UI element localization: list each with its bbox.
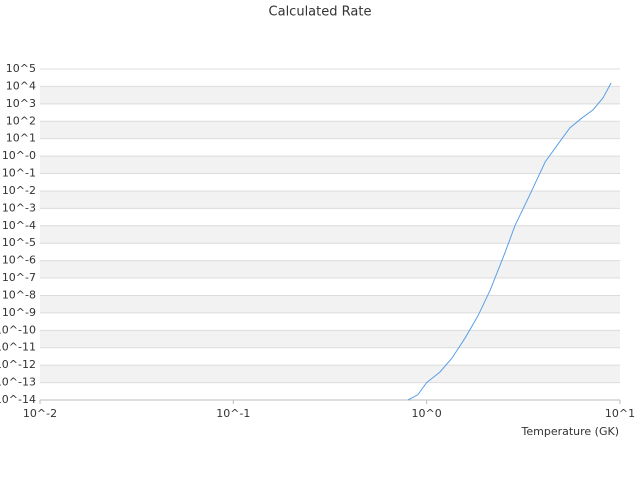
grid-band: [40, 330, 620, 348]
y-tick-label: 10^3: [6, 97, 36, 110]
y-tick-label: 10^-8: [2, 288, 36, 301]
grid-band: [40, 190, 620, 209]
y-tick-label: 10^5: [6, 62, 36, 75]
y-tick-label: 10^-2: [2, 184, 36, 197]
y-tick-label: 10^-14: [0, 393, 36, 406]
y-tick-label: 10^-11: [0, 341, 36, 354]
grid-band: [40, 225, 620, 244]
grid-band: [40, 295, 620, 313]
y-tick-label: 10^-5: [2, 236, 36, 249]
y-tick-label: 10^-1: [2, 167, 36, 180]
y-tick-label: 10^-9: [2, 306, 36, 319]
x-tick-label: 10^-1: [216, 407, 250, 420]
grid-band: [40, 86, 620, 104]
y-tick-label: 10^-6: [2, 254, 36, 267]
y-tick-label: 10^-3: [2, 201, 36, 214]
data-line: [407, 82, 612, 401]
y-tick-label: 10^-0: [2, 149, 36, 162]
x-axis-label: Temperature (GK): [521, 425, 620, 438]
y-tick-label: 10^-4: [2, 219, 36, 232]
x-tick-label: 10^0: [412, 407, 442, 420]
x-tick-label: 10^1: [605, 407, 635, 420]
grid-band: [40, 365, 620, 383]
chart-title: Calculated Rate: [269, 5, 372, 20]
y-tick-label: 10^2: [6, 114, 36, 127]
y-tick-label: 10^1: [6, 132, 36, 145]
y-tick-label: 10^-7: [2, 271, 36, 284]
grid-band: [40, 260, 620, 279]
grid-band: [40, 156, 620, 174]
grid-band: [40, 121, 620, 139]
x-tick-label: 10^-2: [23, 407, 57, 420]
y-tick-label: 10^-10: [0, 323, 36, 336]
y-tick-label: 10^-13: [0, 376, 36, 389]
y-tick-label: 10^-12: [0, 358, 36, 371]
y-tick-label: 10^4: [6, 79, 36, 92]
